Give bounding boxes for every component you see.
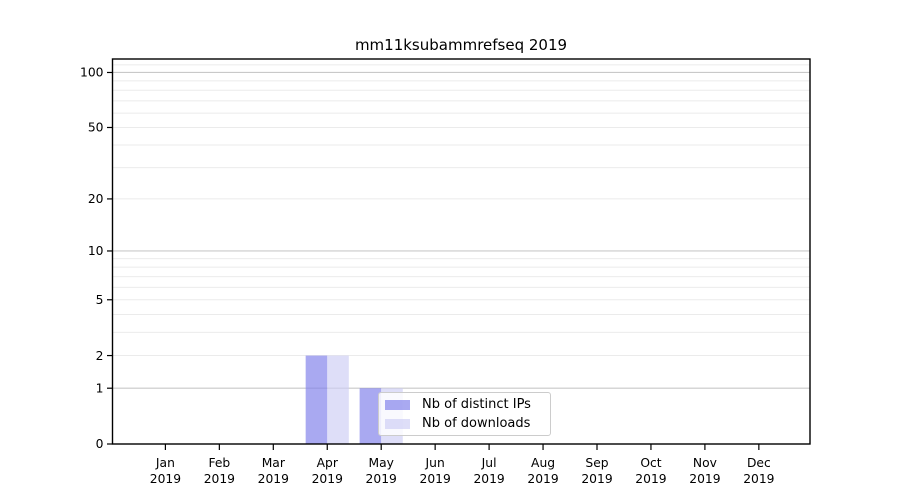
legend-label-nb-of-downloads: Nb of downloads <box>422 416 531 431</box>
x-axis-label-month-mar: Mar <box>262 456 286 470</box>
x-axis-label-month-oct: Oct <box>640 456 661 470</box>
x-axis-label-year-nov: 2019 <box>689 472 720 486</box>
x-axis-label-month-feb: Feb <box>208 456 230 470</box>
y-axis-tick-label-2: 2 <box>96 349 104 363</box>
legend-swatch-nb-of-downloads <box>385 418 410 429</box>
y-axis-tick-label-10: 10 <box>88 244 104 258</box>
legend-item-nb-of-downloads: Nb of downloads <box>385 414 544 433</box>
x-axis-label-year-mar: 2019 <box>258 472 289 486</box>
y-axis-tick-label-0: 0 <box>96 437 104 451</box>
y-axis-tick-label-100: 100 <box>80 66 103 80</box>
x-axis-label-year-feb: 2019 <box>204 472 235 486</box>
y-axis-tick-label-5: 5 <box>96 293 104 307</box>
x-axis-label-year-aug: 2019 <box>527 472 558 486</box>
legend-item-nb-of-distinct-ips: Nb of distinct IPs <box>385 395 544 414</box>
x-axis-label-month-dec: Dec <box>747 456 771 470</box>
x-axis-label-month-sep: Sep <box>585 456 608 470</box>
x-axis-label-year-dec: 2019 <box>743 472 774 486</box>
x-axis-label-month-jul: Jul <box>481 456 497 470</box>
legend-label-nb-of-distinct-ips: Nb of distinct IPs <box>422 397 531 412</box>
x-axis-label-year-sep: 2019 <box>581 472 612 486</box>
x-axis-label-year-apr: 2019 <box>312 472 343 486</box>
x-axis-label-month-aug: Aug <box>531 456 555 470</box>
legend: Nb of distinct IPs Nb of downloads <box>378 392 551 436</box>
x-axis-label-month-jun: Jun <box>425 456 445 470</box>
x-axis-label-month-apr: Apr <box>317 456 339 470</box>
legend-swatch-nb-of-distinct-ips <box>385 399 410 410</box>
x-axis-label-month-may: May <box>368 456 393 470</box>
bar-apr-nb-of-downloads <box>327 355 349 444</box>
bar-may-nb-of-distinct-ips <box>359 388 382 444</box>
x-axis-label-year-jan: 2019 <box>150 472 181 486</box>
x-axis-label-year-jul: 2019 <box>473 472 504 486</box>
x-axis-label-year-jun: 2019 <box>420 472 451 486</box>
chart-title: mm11ksubammrefseq 2019 <box>354 36 568 54</box>
x-axis-label-year-may: 2019 <box>366 472 397 486</box>
bar-apr-nb-of-distinct-ips <box>305 355 328 444</box>
x-axis-label-year-oct: 2019 <box>635 472 666 486</box>
x-axis-label-month-nov: Nov <box>693 456 717 470</box>
y-axis-tick-label-50: 50 <box>88 121 104 135</box>
y-axis-tick-label-1: 1 <box>96 381 104 395</box>
x-axis-label-month-jan: Jan <box>155 456 175 470</box>
y-axis-tick-label-20: 20 <box>88 192 104 206</box>
